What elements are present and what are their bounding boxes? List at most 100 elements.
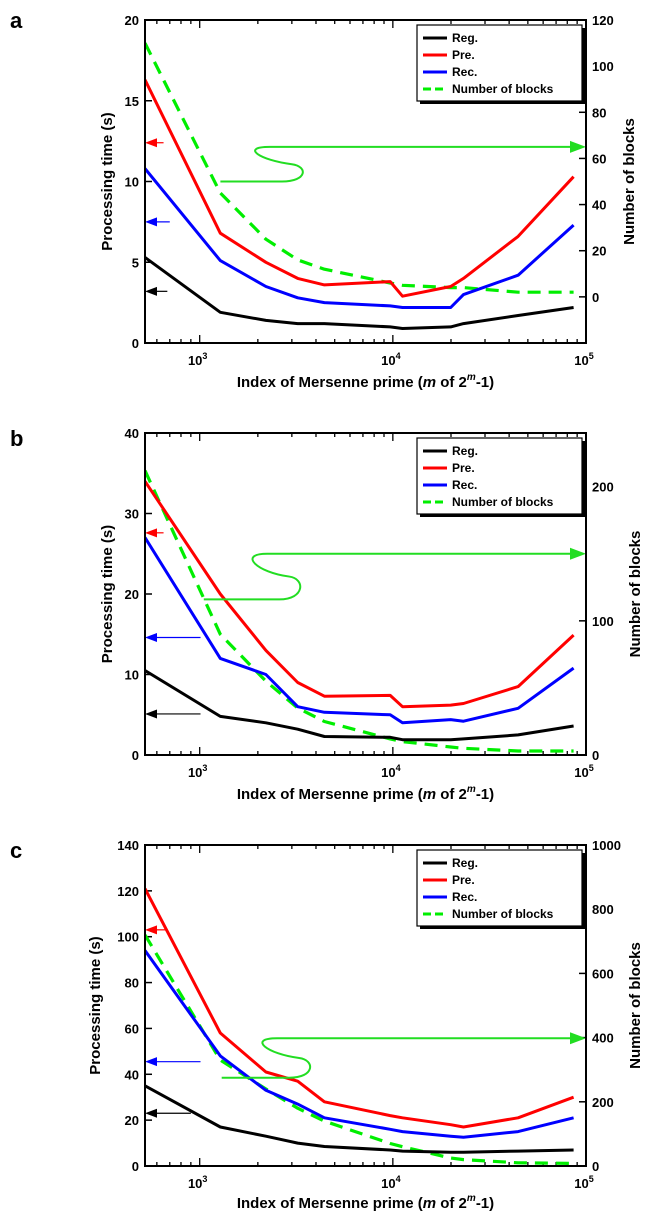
series-line-rec <box>145 167 575 309</box>
y-right-tick-label: 800 <box>592 902 614 917</box>
legend-label: Number of blocks <box>452 82 554 96</box>
x-axis-label: Index of Mersenne prime (m of 2m-1) <box>237 1193 494 1212</box>
y-tick-label: 140 <box>117 838 139 853</box>
panel-letter: c <box>10 838 22 863</box>
legend-label: Number of blocks <box>452 495 554 509</box>
legend-label: Number of blocks <box>452 907 554 921</box>
y-tick-label: 30 <box>125 507 139 522</box>
y-tick-label: 15 <box>125 94 139 109</box>
panel-letter: a <box>10 8 23 33</box>
plot-frame <box>144 19 587 344</box>
y-tick-label: 10 <box>125 175 139 190</box>
axis-arrow-head <box>145 1108 157 1118</box>
plot-frame <box>144 432 587 756</box>
y-tick-label: 40 <box>125 1067 139 1082</box>
series-line-pre <box>145 887 575 1129</box>
y-right-tick-label: 100 <box>592 614 614 629</box>
y-right-tick-label: 200 <box>592 1095 614 1110</box>
x-tick-label: 104 <box>381 351 400 368</box>
axis-arrow-head <box>145 138 157 148</box>
blocks-axis-arrow-head <box>570 1032 586 1045</box>
plot-area <box>145 42 575 330</box>
legend-label: Reg. <box>452 31 478 45</box>
y-tick-label: 10 <box>125 668 139 683</box>
blocks-axis-arrow-line <box>220 145 572 183</box>
y-tick-label: 80 <box>125 976 139 991</box>
legend: Reg. Pre. Rec. Number of blocks <box>416 24 585 104</box>
y-right-tick-label: 0 <box>592 290 599 305</box>
axis-arrow-head <box>145 709 157 719</box>
x-tick-label: 104 <box>381 1174 400 1191</box>
series-line-number-of-blocks <box>145 934 574 1165</box>
y-right-axis-label: Number of blocks <box>627 531 644 658</box>
y-right-tick-label: 40 <box>592 198 606 213</box>
y-right-tick-label: 100 <box>592 59 614 74</box>
legend-label: Rec. <box>452 890 477 904</box>
legend-label: Reg. <box>452 856 478 870</box>
blocks-axis-arrow-head <box>570 547 586 560</box>
legend-label: Pre. <box>452 461 475 475</box>
x-axis-label: Index of Mersenne prime (m of 2m-1) <box>237 784 494 803</box>
legend-label: Rec. <box>452 478 477 492</box>
y-tick-label: 100 <box>117 930 139 945</box>
y-right-tick-label: 0 <box>592 1159 599 1174</box>
y-tick-label: 20 <box>125 13 139 28</box>
plot-area <box>145 887 575 1165</box>
y-axis-label: Processing time (s) <box>99 112 116 250</box>
x-tick-label: 105 <box>574 1174 593 1191</box>
x-tick-label: 105 <box>574 763 593 780</box>
y-tick-label: 0 <box>132 748 139 763</box>
panel-a: a 0 5 10 15 20 0 20 40 60 80 100 120 103 104 105 Index o… <box>10 8 638 391</box>
y-tick-label: 60 <box>125 1021 139 1036</box>
x-tick-label: 103 <box>188 1174 207 1191</box>
series-line-reg <box>145 669 574 742</box>
axis-arrow-head <box>145 286 157 296</box>
blocks-axis-arrow-line <box>221 1037 572 1079</box>
x-tick-label: 104 <box>381 763 400 780</box>
y-tick-label: 5 <box>132 255 139 270</box>
axis-arrow-head <box>145 1057 157 1067</box>
legend-label: Pre. <box>452 873 475 887</box>
blocks-axis-arrow-line <box>203 552 572 601</box>
y-right-tick-label: 200 <box>592 480 614 495</box>
plot-area <box>145 469 575 753</box>
y-right-tick-label: 400 <box>592 1031 614 1046</box>
y-right-tick-label: 600 <box>592 966 614 981</box>
series-line-reg <box>145 256 574 330</box>
y-tick-label: 0 <box>132 336 139 351</box>
y-right-tick-label: 1000 <box>592 838 621 853</box>
blocks-axis-arrow-head <box>570 140 586 153</box>
legend: Reg. Pre. Rec. Number of blocks <box>416 437 585 517</box>
y-right-tick-label: 60 <box>592 151 606 166</box>
series-line-rec <box>145 949 574 1139</box>
x-tick-label: 103 <box>188 763 207 780</box>
legend-label: Pre. <box>452 48 475 62</box>
x-tick-label: 103 <box>188 351 207 368</box>
y-tick-label: 0 <box>132 1159 139 1174</box>
y-tick-label: 20 <box>125 587 139 602</box>
series-line-rec <box>145 536 575 725</box>
y-tick-label: 40 <box>125 426 139 441</box>
y-tick-label: 20 <box>125 1113 139 1128</box>
series-line-reg <box>145 1084 574 1154</box>
plot-frame <box>144 844 587 1167</box>
y-right-tick-label: 80 <box>592 105 606 120</box>
legend-label: Reg. <box>452 444 478 458</box>
series-line-number-of-blocks <box>145 469 574 753</box>
axis-arrow-head <box>145 632 157 642</box>
y-right-axis-label: Number of blocks <box>621 118 638 245</box>
x-axis-label: Index of Mersenne prime (m of 2m-1) <box>237 372 494 391</box>
panel-b: b 0 10 20 30 40 0 100 200 103 104 105 Index of Merse… <box>10 426 644 803</box>
y-right-tick-label: 20 <box>592 244 606 259</box>
y-right-tick-label: 0 <box>592 748 599 763</box>
panel-c: c 0 20 40 60 80 100 120 140 0 200 400 600 800 1000 103 1… <box>10 838 644 1212</box>
series-line-pre <box>145 79 575 298</box>
axis-arrow-head <box>145 925 157 935</box>
y-tick-label: 120 <box>117 884 139 899</box>
y-right-axis-label: Number of blocks <box>627 942 644 1069</box>
axis-arrow-head <box>145 217 157 227</box>
x-tick-label: 105 <box>574 351 593 368</box>
panel-letter: b <box>10 426 23 451</box>
axis-arrow-head <box>145 528 157 538</box>
